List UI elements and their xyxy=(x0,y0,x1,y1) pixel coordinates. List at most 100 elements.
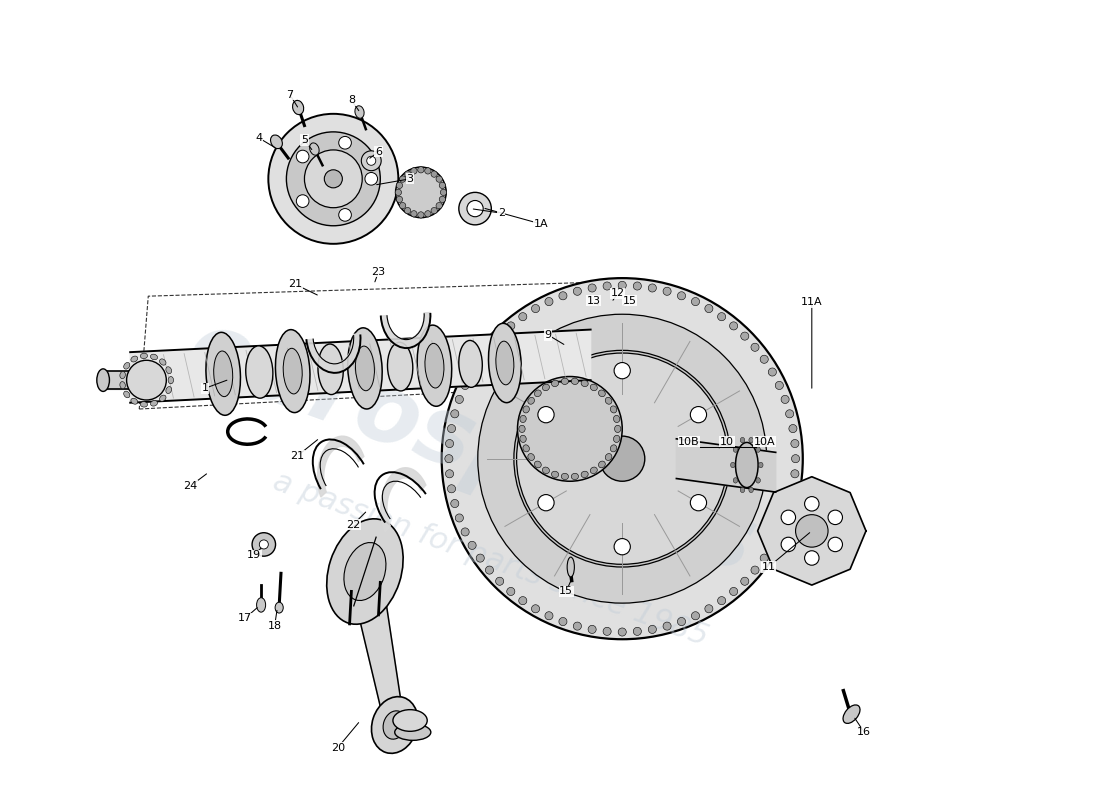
Ellipse shape xyxy=(507,322,515,330)
Ellipse shape xyxy=(648,284,657,292)
Ellipse shape xyxy=(605,454,612,461)
Ellipse shape xyxy=(749,438,754,443)
Text: 6: 6 xyxy=(375,146,382,157)
Ellipse shape xyxy=(531,605,540,613)
Ellipse shape xyxy=(705,305,713,313)
Ellipse shape xyxy=(614,435,619,442)
Text: 12: 12 xyxy=(610,289,625,298)
Ellipse shape xyxy=(740,438,745,443)
Ellipse shape xyxy=(740,487,745,493)
Ellipse shape xyxy=(396,196,403,202)
Ellipse shape xyxy=(776,528,783,536)
Ellipse shape xyxy=(531,305,540,313)
Ellipse shape xyxy=(648,626,657,634)
Ellipse shape xyxy=(309,143,319,155)
Circle shape xyxy=(538,406,554,422)
Ellipse shape xyxy=(405,207,410,214)
Circle shape xyxy=(366,156,376,166)
Ellipse shape xyxy=(405,171,410,178)
Ellipse shape xyxy=(705,605,713,613)
Ellipse shape xyxy=(522,406,529,413)
Ellipse shape xyxy=(271,135,283,149)
Text: 1A: 1A xyxy=(534,219,548,229)
Ellipse shape xyxy=(410,168,417,174)
Ellipse shape xyxy=(678,292,685,300)
Ellipse shape xyxy=(568,557,574,577)
Ellipse shape xyxy=(610,406,617,413)
Ellipse shape xyxy=(528,454,535,461)
Ellipse shape xyxy=(768,542,777,550)
Circle shape xyxy=(477,314,767,603)
Ellipse shape xyxy=(418,166,425,173)
Ellipse shape xyxy=(520,435,526,442)
Ellipse shape xyxy=(789,485,797,493)
Ellipse shape xyxy=(395,190,402,195)
Ellipse shape xyxy=(372,697,418,754)
Circle shape xyxy=(517,377,623,482)
Ellipse shape xyxy=(519,597,527,605)
Ellipse shape xyxy=(785,499,794,508)
Ellipse shape xyxy=(588,284,596,292)
Ellipse shape xyxy=(603,282,612,290)
Ellipse shape xyxy=(444,454,453,462)
Ellipse shape xyxy=(120,371,125,378)
Text: 11A: 11A xyxy=(801,298,823,307)
Text: 5: 5 xyxy=(301,135,308,145)
Ellipse shape xyxy=(417,325,452,406)
Ellipse shape xyxy=(522,445,529,452)
Ellipse shape xyxy=(729,322,738,330)
Ellipse shape xyxy=(598,390,605,397)
Ellipse shape xyxy=(293,100,304,114)
Ellipse shape xyxy=(476,554,484,562)
Ellipse shape xyxy=(605,398,612,404)
Ellipse shape xyxy=(573,622,582,630)
Ellipse shape xyxy=(131,356,138,362)
Text: 19: 19 xyxy=(246,550,261,560)
Ellipse shape xyxy=(749,487,754,493)
Circle shape xyxy=(268,114,398,244)
Ellipse shape xyxy=(410,210,417,217)
Ellipse shape xyxy=(461,528,470,536)
Circle shape xyxy=(804,550,820,566)
Ellipse shape xyxy=(168,377,174,384)
Ellipse shape xyxy=(759,462,763,468)
Text: eurospares: eurospares xyxy=(174,302,767,593)
Text: 13: 13 xyxy=(586,296,601,306)
Ellipse shape xyxy=(399,202,406,209)
Circle shape xyxy=(804,497,820,511)
Text: 15: 15 xyxy=(623,296,637,306)
Ellipse shape xyxy=(542,467,549,474)
Ellipse shape xyxy=(448,485,455,493)
Circle shape xyxy=(781,538,795,552)
Ellipse shape xyxy=(598,461,605,468)
Ellipse shape xyxy=(425,343,444,388)
Ellipse shape xyxy=(123,362,130,369)
Ellipse shape xyxy=(542,384,549,390)
Ellipse shape xyxy=(618,628,626,636)
Polygon shape xyxy=(676,439,776,492)
Ellipse shape xyxy=(781,514,789,522)
Ellipse shape xyxy=(692,612,700,620)
Polygon shape xyxy=(381,468,426,532)
Ellipse shape xyxy=(476,355,484,363)
Ellipse shape xyxy=(736,442,758,487)
Ellipse shape xyxy=(535,390,541,397)
Text: 22: 22 xyxy=(346,519,361,530)
Ellipse shape xyxy=(544,298,553,306)
Ellipse shape xyxy=(843,705,860,723)
Ellipse shape xyxy=(120,382,125,389)
Polygon shape xyxy=(103,371,144,389)
Polygon shape xyxy=(758,477,866,585)
Ellipse shape xyxy=(318,344,343,394)
Ellipse shape xyxy=(446,439,453,448)
Circle shape xyxy=(442,278,803,639)
Ellipse shape xyxy=(97,369,109,391)
Ellipse shape xyxy=(395,724,431,740)
Text: 2: 2 xyxy=(497,208,505,218)
Ellipse shape xyxy=(439,182,446,189)
Text: 7: 7 xyxy=(286,90,294,100)
Ellipse shape xyxy=(528,398,535,404)
Circle shape xyxy=(781,510,795,525)
Ellipse shape xyxy=(768,368,777,376)
Text: 11: 11 xyxy=(761,562,776,572)
